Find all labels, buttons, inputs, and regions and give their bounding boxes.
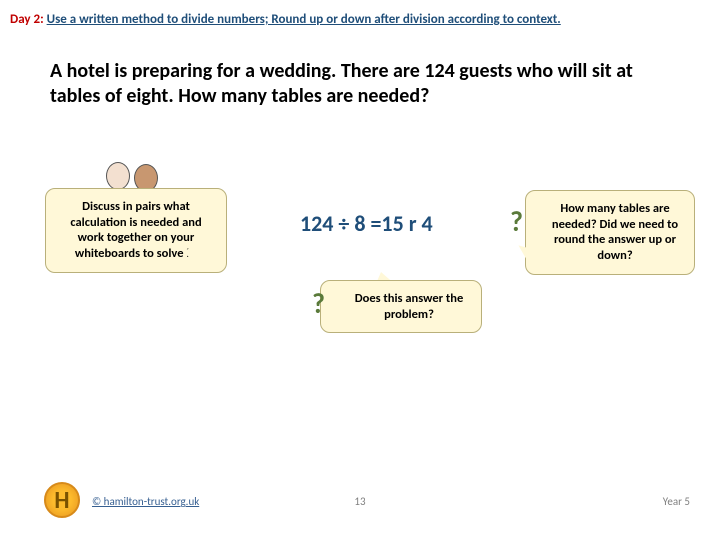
main-question: A hotel is preparing for a wedding. Ther… bbox=[50, 59, 670, 109]
question-mark-icon: ? bbox=[510, 204, 523, 239]
copyright-link[interactable]: © hamilton-trust.org.uk bbox=[92, 495, 199, 508]
day-label: Day 2: bbox=[10, 12, 44, 27]
division-equation: 124 ÷ 8 =15 r 4 bbox=[300, 210, 433, 237]
page-number: 13 bbox=[354, 495, 365, 508]
hamilton-logo-icon: H bbox=[44, 482, 80, 518]
learning-objective: Use a written method to divide numbers; … bbox=[47, 12, 561, 27]
question-mark-icon: ? bbox=[312, 286, 325, 321]
slide-header: Day 2: Use a written method to divide nu… bbox=[0, 0, 720, 31]
howmany-bubble: How many tables are needed? Did we need … bbox=[525, 190, 695, 275]
does-answer-bubble: Does this answer the problem? bbox=[320, 280, 482, 333]
year-label: Year 5 bbox=[663, 495, 690, 508]
